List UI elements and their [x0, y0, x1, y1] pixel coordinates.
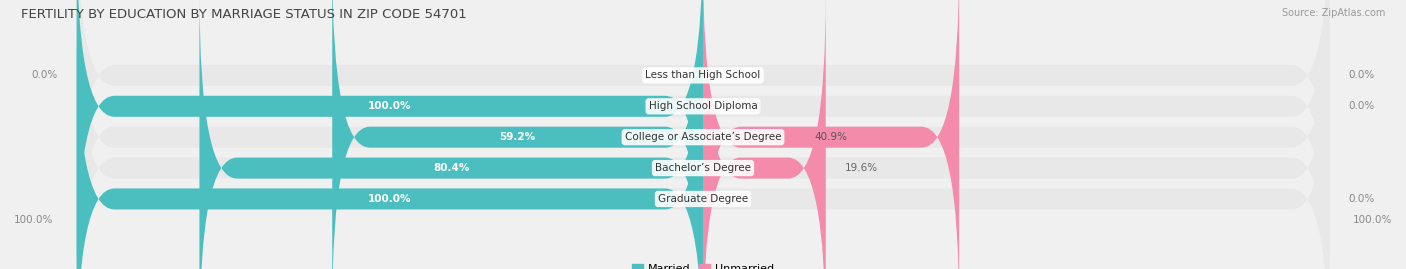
Text: 100.0%: 100.0% — [1353, 215, 1392, 225]
FancyBboxPatch shape — [703, 0, 825, 269]
Text: FERTILITY BY EDUCATION BY MARRIAGE STATUS IN ZIP CODE 54701: FERTILITY BY EDUCATION BY MARRIAGE STATU… — [21, 8, 467, 21]
Text: 80.4%: 80.4% — [433, 163, 470, 173]
FancyBboxPatch shape — [77, 24, 1329, 269]
FancyBboxPatch shape — [77, 24, 703, 269]
Text: Less than High School: Less than High School — [645, 70, 761, 80]
Text: 19.6%: 19.6% — [845, 163, 877, 173]
Text: 40.9%: 40.9% — [814, 132, 848, 142]
Text: 0.0%: 0.0% — [32, 70, 58, 80]
Text: Graduate Degree: Graduate Degree — [658, 194, 748, 204]
Text: High School Diploma: High School Diploma — [648, 101, 758, 111]
Text: Source: ZipAtlas.com: Source: ZipAtlas.com — [1281, 8, 1385, 18]
Text: 0.0%: 0.0% — [1348, 194, 1374, 204]
FancyBboxPatch shape — [77, 0, 1329, 250]
Legend: Married, Unmarried: Married, Unmarried — [627, 260, 779, 269]
FancyBboxPatch shape — [200, 0, 703, 269]
Text: 100.0%: 100.0% — [14, 215, 53, 225]
Text: 0.0%: 0.0% — [1348, 101, 1374, 111]
FancyBboxPatch shape — [77, 0, 1329, 269]
FancyBboxPatch shape — [703, 0, 959, 269]
Text: 100.0%: 100.0% — [368, 101, 412, 111]
FancyBboxPatch shape — [77, 0, 703, 269]
FancyBboxPatch shape — [332, 0, 703, 269]
FancyBboxPatch shape — [77, 0, 1329, 269]
Text: 59.2%: 59.2% — [499, 132, 536, 142]
Text: 100.0%: 100.0% — [368, 194, 412, 204]
Text: 0.0%: 0.0% — [1348, 70, 1374, 80]
Text: Bachelor’s Degree: Bachelor’s Degree — [655, 163, 751, 173]
Text: College or Associate’s Degree: College or Associate’s Degree — [624, 132, 782, 142]
FancyBboxPatch shape — [77, 0, 1329, 269]
